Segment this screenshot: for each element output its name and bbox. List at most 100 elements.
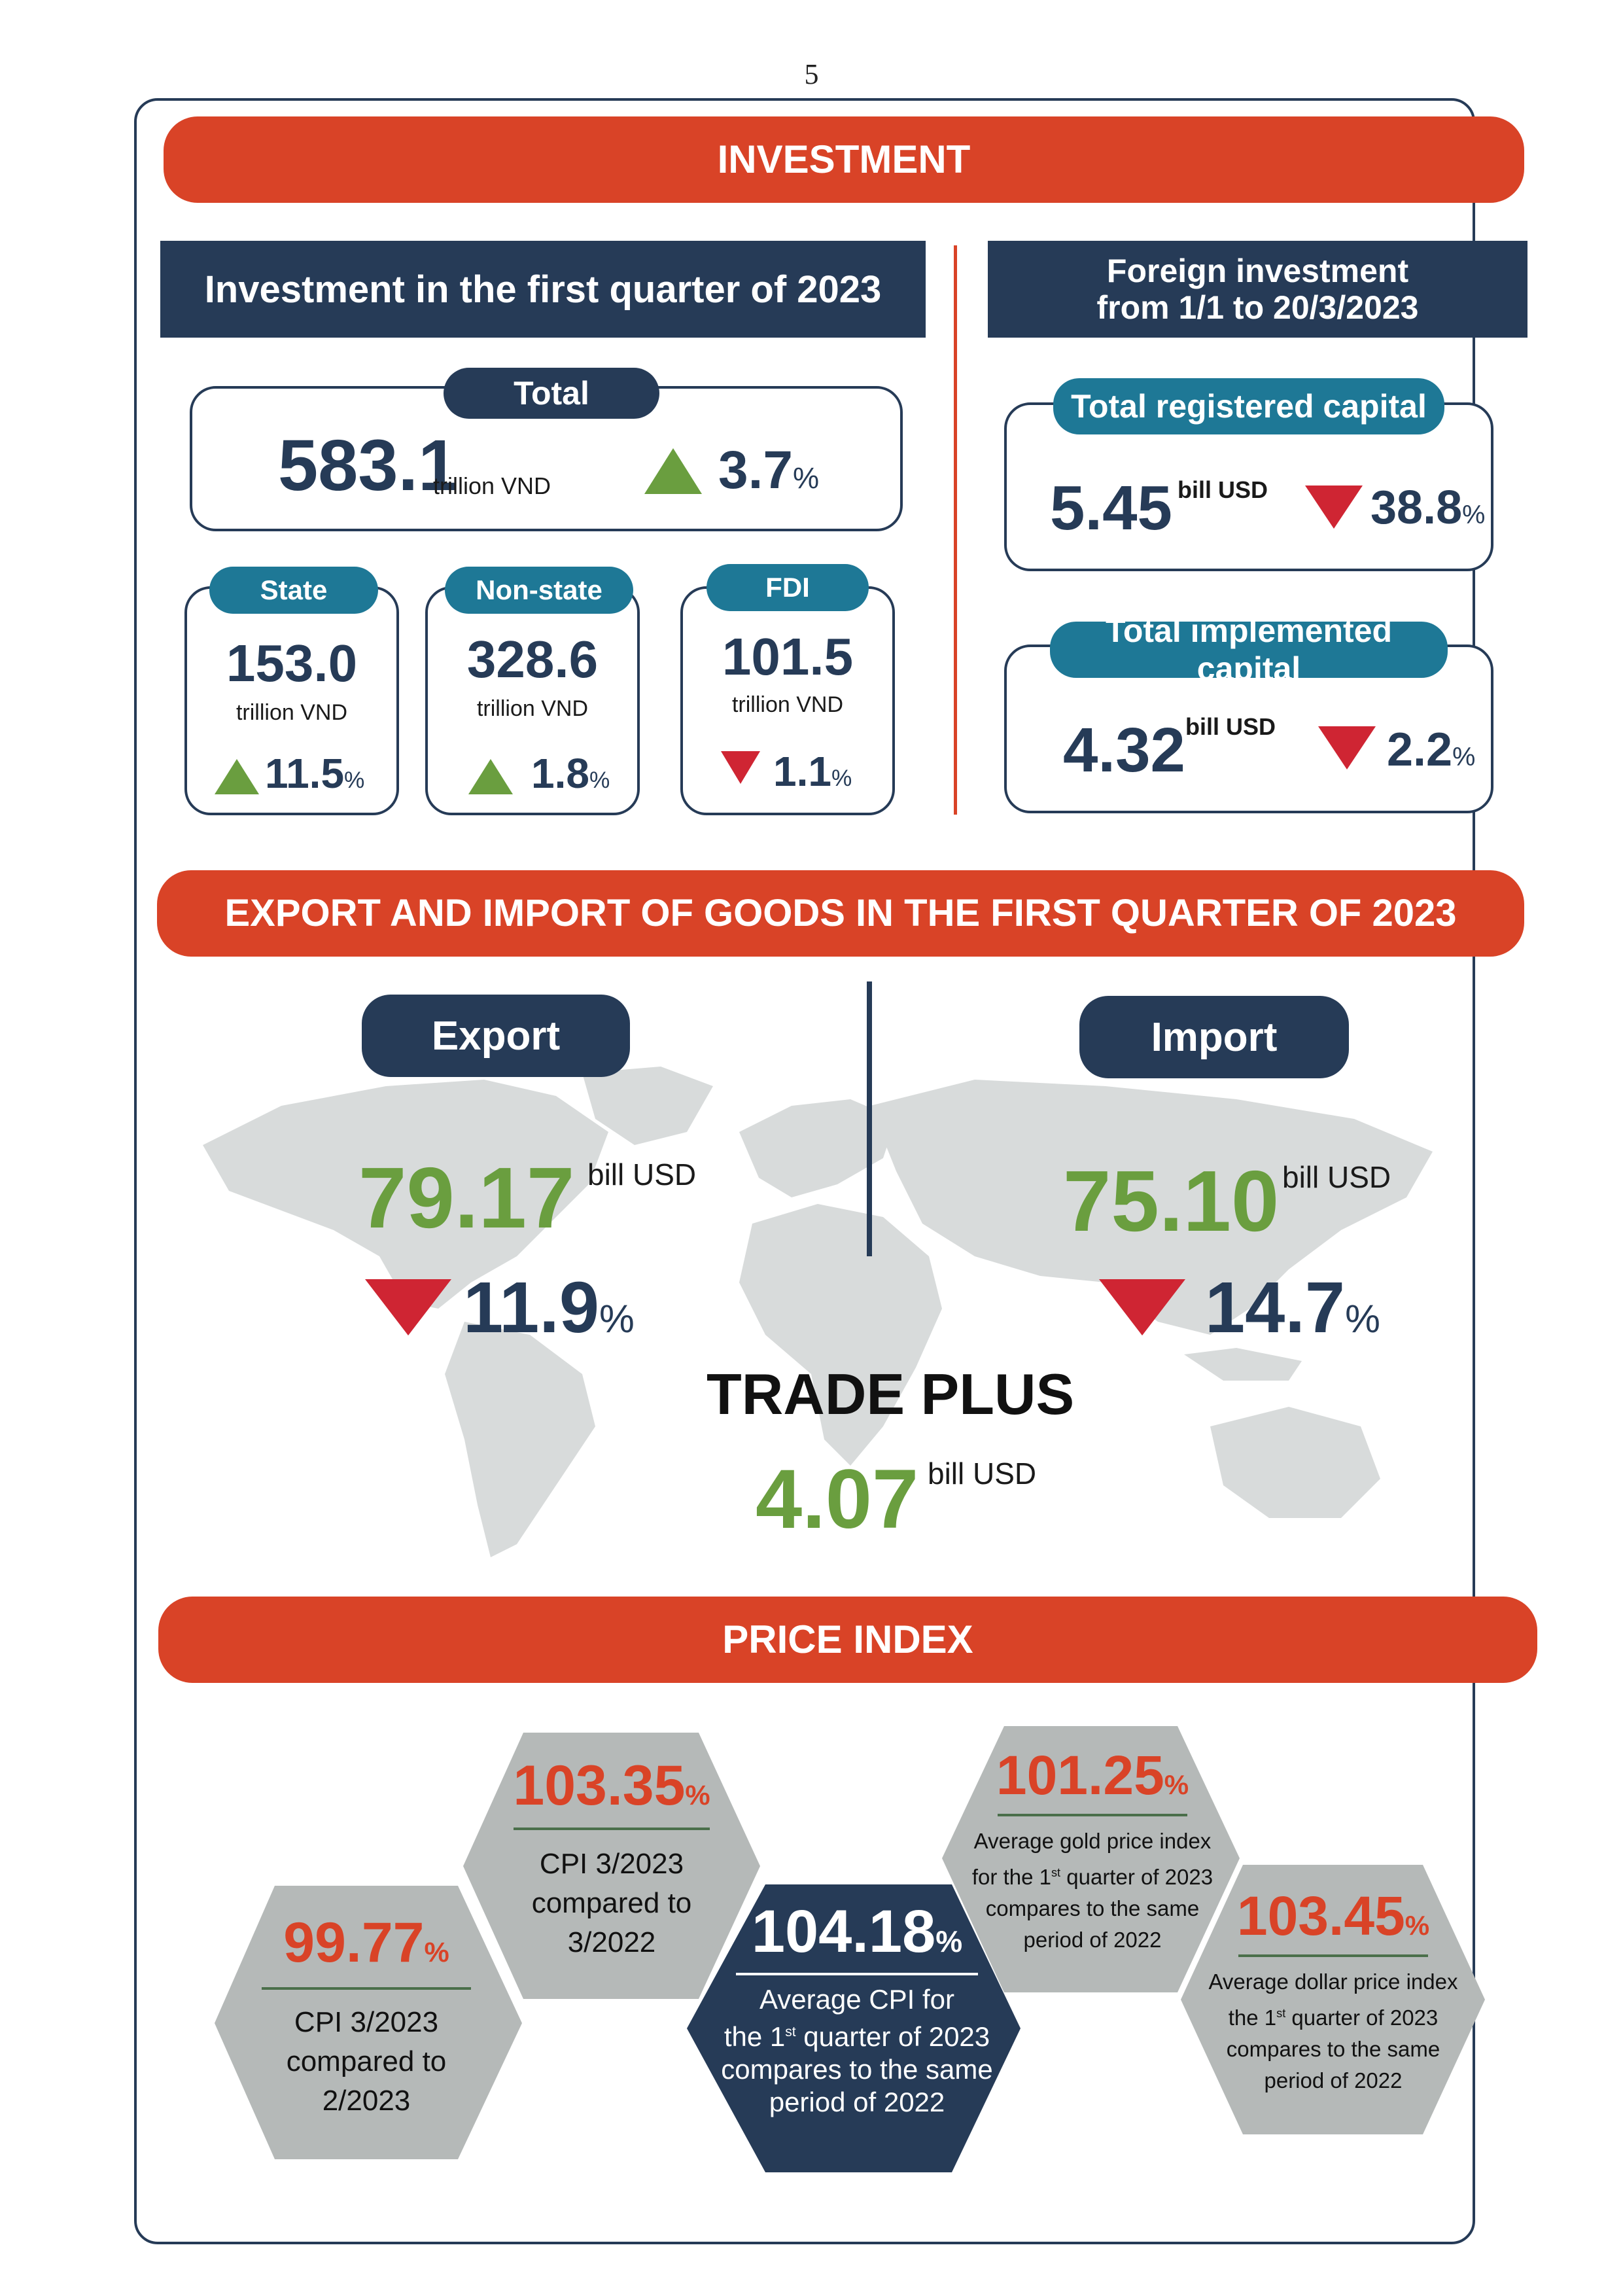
page-frame	[134, 98, 1475, 2244]
non-state-change-pct: %	[589, 768, 610, 793]
cpi-avg-sup: st	[785, 2024, 796, 2040]
australia-shape	[1210, 1407, 1380, 1518]
gold-line3: compares to the same	[985, 1896, 1200, 1920]
total-value: 583.1	[278, 425, 459, 506]
import-change-value: 14.7	[1205, 1267, 1346, 1348]
import-value: 75.10	[1063, 1153, 1280, 1249]
cpi-avg-number: 104.18	[751, 1898, 936, 1965]
implemented-capital-value: 4.32	[1063, 715, 1185, 785]
price-index-banner: PRICE INDEX	[158, 1597, 1537, 1683]
cpi-year-value: 103.35%	[481, 1754, 742, 1818]
export-label: Export	[362, 995, 630, 1077]
dollar-line2b: quarter of 2023	[1285, 2005, 1439, 2030]
registered-change-pct: %	[1462, 501, 1486, 529]
cpi-month-line3: 2/2023	[322, 2085, 411, 2117]
import-down-arrow-icon	[1099, 1279, 1185, 1335]
cpi-avg-caption: Average CPI for the 1st quarter of 2023 …	[720, 1983, 994, 2119]
south-america-shape	[445, 1322, 595, 1557]
total-change-value: 3.7	[718, 440, 793, 500]
state-change: 11.5%	[265, 749, 364, 798]
dollar-line1: Average dollar price index	[1208, 1969, 1458, 1994]
registered-down-arrow-icon	[1305, 486, 1363, 529]
dollar-line2: the 1st quarter of 2023	[1202, 1998, 1464, 2034]
cpi-month-line1: CPI 3/2023	[294, 2006, 439, 2038]
cpi-month-caption: CPI 3/2023 compared to 2/2023	[236, 2003, 497, 2121]
gold-value: 101.25%	[962, 1744, 1223, 1807]
hex-cpi-avg	[687, 1884, 1021, 2172]
cpi-year-line1: CPI 3/2023	[539, 1848, 684, 1880]
cpi-year-block: 103.35% CPI 3/2023 compared to 3/2022	[481, 1754, 742, 1962]
dollar-pct: %	[1405, 1910, 1430, 1941]
asia-shape	[870, 1080, 1433, 1335]
cpi-month-block: 99.77% CPI 3/2023 compared to 2/2023	[236, 1911, 497, 2121]
state-up-arrow-icon	[215, 759, 259, 794]
implemented-change: 2.2%	[1387, 723, 1475, 777]
cpi-year-number: 103.35	[513, 1754, 686, 1817]
dollar-line3: compares to the same	[1226, 2037, 1440, 2061]
import-change: 14.7%	[1205, 1266, 1380, 1349]
export-import-divider	[867, 981, 872, 1256]
dollar-line2a: the 1	[1228, 2005, 1277, 2030]
world-map-icon	[203, 1067, 1433, 1557]
export-unit: bill USD	[587, 1157, 697, 1192]
total-up-arrow-icon	[644, 448, 702, 494]
investment-quarter-title: Investment in the first quarter of 2023	[160, 241, 926, 338]
dollar-number: 103.45	[1236, 1885, 1405, 1947]
gold-line2b: quarter of 2023	[1060, 1865, 1213, 1889]
import-label: Import	[1079, 996, 1349, 1078]
cpi-avg-pct: %	[935, 1924, 963, 1958]
total-unit: trillion VND	[433, 472, 551, 499]
cpi-month-divider	[262, 1987, 471, 1990]
state-value: 153.0	[226, 634, 358, 692]
registered-change: 38.8%	[1370, 481, 1485, 535]
export-change-pct: %	[599, 1296, 635, 1341]
cpi-month-value: 99.77%	[236, 1911, 497, 1975]
cpi-year-line3: 3/2022	[567, 1926, 656, 1958]
foreign-investment-title: Foreign investment from 1/1 to 20/3/2023	[988, 241, 1527, 338]
cpi-avg-line2: the 1st quarter of 2023	[720, 2016, 994, 2053]
hex-dollar	[1181, 1865, 1485, 2134]
cpi-year-pct: %	[685, 1780, 710, 1811]
state-change-pct: %	[344, 768, 365, 793]
cpi-month-pct: %	[424, 1937, 449, 1968]
fdi-change: 1.1%	[773, 747, 852, 796]
trade-plus-label: TRADE PLUS	[707, 1362, 1075, 1426]
non-state-change-value: 1.8	[531, 750, 589, 797]
fdi-value: 101.5	[722, 627, 854, 686]
europe-shape	[739, 1099, 896, 1197]
non-state-value: 328.6	[466, 630, 599, 688]
non-state-up-arrow-icon	[468, 759, 513, 794]
foreign-title-line1: Foreign investment	[1106, 253, 1409, 289]
export-value: 79.17	[358, 1150, 575, 1246]
dollar-caption: Average dollar price index the 1st quart…	[1202, 1966, 1464, 2096]
fdi-change-pct: %	[831, 766, 852, 791]
gold-line1: Average gold price index	[973, 1829, 1212, 1853]
trade-plus-value: 4.07	[756, 1453, 919, 1546]
cpi-avg-line1: Average CPI for	[759, 1984, 955, 2015]
non-state-unit: trillion VND	[476, 696, 589, 721]
registered-change-value: 38.8	[1370, 482, 1463, 534]
state-label: State	[209, 567, 378, 614]
state-change-value: 11.5	[265, 750, 345, 797]
gold-line2: for the 1st quarter of 2023	[962, 1857, 1223, 1893]
import-unit: bill USD	[1282, 1160, 1391, 1194]
total-change: 3.7%	[718, 440, 819, 501]
cpi-avg-block: 104.18% Average CPI for the 1st quarter …	[720, 1898, 994, 2119]
cpi-avg-value: 104.18%	[720, 1898, 994, 1966]
cpi-month-number: 99.77	[283, 1911, 425, 1974]
cpi-avg-line4: period of 2022	[769, 2087, 945, 2117]
gold-divider	[998, 1814, 1187, 1816]
cpi-avg-line2a: the 1	[724, 2021, 786, 2052]
registered-capital-value: 5.45	[1050, 473, 1172, 543]
dollar-line4: period of 2022	[1264, 2068, 1403, 2093]
foreign-title-line2: from 1/1 to 20/3/2023	[1096, 289, 1419, 326]
import-change-pct: %	[1345, 1296, 1380, 1341]
trade-plus-unit: bill USD	[928, 1457, 1037, 1491]
state-unit: trillion VND	[236, 700, 348, 725]
north-america-shape	[203, 1080, 608, 1309]
cpi-avg-line3: compares to the same	[721, 2054, 993, 2085]
cpi-year-divider	[514, 1828, 710, 1830]
gold-line2a: for the 1	[971, 1865, 1051, 1889]
fdi-label: FDI	[707, 564, 869, 611]
cpi-year-line2: compared to	[531, 1887, 692, 1919]
